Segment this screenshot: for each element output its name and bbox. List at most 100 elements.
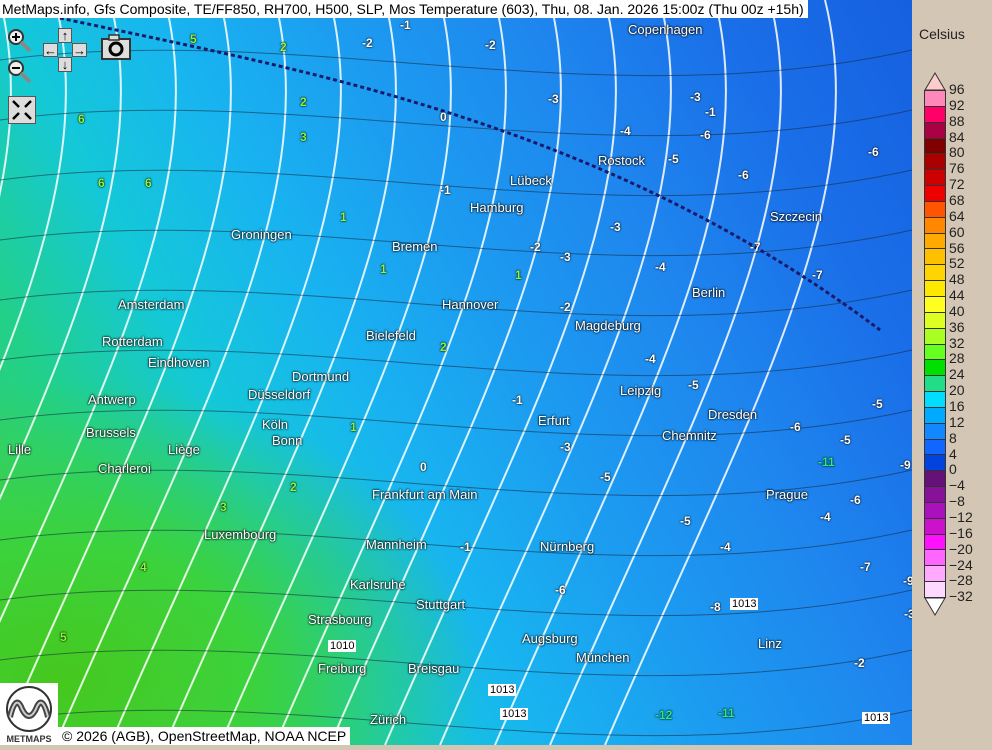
legend-swatch [924,233,946,250]
legend-swatch [924,138,946,155]
city-label: Copenhagen [628,22,703,37]
legend-swatch [924,455,946,472]
legend-swatch [924,312,946,329]
temperature-value: 1 [350,420,357,434]
legend-swatch [924,534,946,551]
wind-streamline [0,49,912,77]
temperature-value: -9 [900,458,911,472]
wind-streamline [0,289,912,317]
city-label: Karlsruhe [350,577,406,592]
temperature-value: 5 [60,630,67,644]
legend-label: −16 [949,524,973,541]
city-label: Eindhoven [148,355,210,370]
temperature-value: -1 [460,540,471,554]
city-label: Erfurt [538,413,570,428]
pressure-label: 1013 [862,712,891,724]
isobar-line [494,0,727,745]
temperature-value: -3 [560,250,571,264]
city-label: Zürich [370,712,407,727]
temperature-value: -5 [668,152,679,166]
wind-streamline [0,109,912,137]
temperature-value: -6 [555,583,566,597]
isobar-line [109,0,342,745]
legend-label: −4 [949,477,965,494]
city-label: Bielefeld [366,328,416,343]
legend-label: −8 [949,493,965,510]
temperature-value: -1 [440,183,451,197]
legend-label: 0 [949,461,957,478]
isobar-line [384,0,617,745]
temperature-value: -11 [718,706,735,720]
legend-swatch [924,281,946,297]
temperature-value: -6 [868,145,879,159]
pan-right-button[interactable]: → [72,43,87,58]
legend-label: −32 [949,588,973,605]
legend-label: 72 [949,176,965,193]
temperature-value: 6 [98,176,105,190]
legend-swatch [924,471,946,488]
temperature-value: -5 [872,397,883,411]
city-label: Linz [758,636,782,651]
isobar-lines [0,0,912,745]
temperature-value: 6 [145,176,152,190]
pan-left-button[interactable]: ← [43,43,58,58]
legend-title: Celsius [919,26,965,42]
temperature-value: -7 [812,268,823,282]
legend-swatch [924,249,946,266]
temperature-value: -3 [560,440,571,454]
wind-streamline [0,469,912,497]
legend-swatch [924,201,946,218]
pan-down-button[interactable]: ↓ [58,57,72,72]
legend-label: −12 [949,508,973,525]
city-label: Prague [766,487,808,502]
legend-swatch [924,392,946,408]
isobar-line [0,0,232,745]
legend-label: 68 [949,191,965,208]
pressure-label: 1013 [488,684,517,696]
city-label: Strasbourg [308,612,372,627]
wind-streamline [0,709,912,737]
temperature-value: -1 [512,393,523,407]
temperature-value: -2 [362,36,373,50]
city-label: Magdeburg [575,318,641,333]
legend-top-arrow [924,72,946,91]
city-label: Düsseldorf [248,387,311,402]
legend-label: 8 [949,429,957,446]
isobar-line [329,0,562,745]
fullscreen-icon[interactable] [8,96,36,124]
legend-label: 44 [949,287,965,304]
pan-up-button[interactable]: ↑ [58,28,72,43]
temperature-value: -4 [820,510,831,524]
temperature-value: -3 [610,220,621,234]
temperature-value: 1 [515,268,522,282]
temperature-value: -5 [680,514,691,528]
camera-icon[interactable] [101,34,131,60]
city-label: Stuttgart [416,597,466,612]
legend-swatch [924,328,946,345]
city-label: Lille [8,442,32,457]
city-label: Leipzig [620,383,662,398]
legend-label: 60 [949,223,965,240]
city-label: Hamburg [470,200,524,215]
city-label: Amsterdam [118,297,185,312]
temperature-value: -1 [705,105,716,119]
city-label: Augsburg [522,631,578,646]
temperature-value: -3 [904,607,915,621]
color-legend: Celsius 96 92 88 84 80 76 72 68 64 60 56 52 48 44 40 36… [912,0,992,745]
isobar-line [54,0,287,745]
isobar-line [549,0,782,745]
zoom-in-icon[interactable] [6,27,32,53]
zoom-out-icon[interactable] [6,58,32,84]
city-label: Breisgau [408,661,460,676]
city-label: Nürnberg [540,539,595,554]
temperature-value: 3 [220,500,227,514]
temperature-value: -5 [600,470,611,484]
weather-map[interactable] [0,0,912,745]
city-label: Berlin [692,285,726,300]
legend-label: −24 [949,556,973,573]
temperature-value: -3 [690,90,701,104]
legend-swatch [924,296,946,313]
temperature-value: -1 [400,18,411,32]
legend-swatch [924,376,946,393]
pressure-label: 1013 [500,708,529,720]
